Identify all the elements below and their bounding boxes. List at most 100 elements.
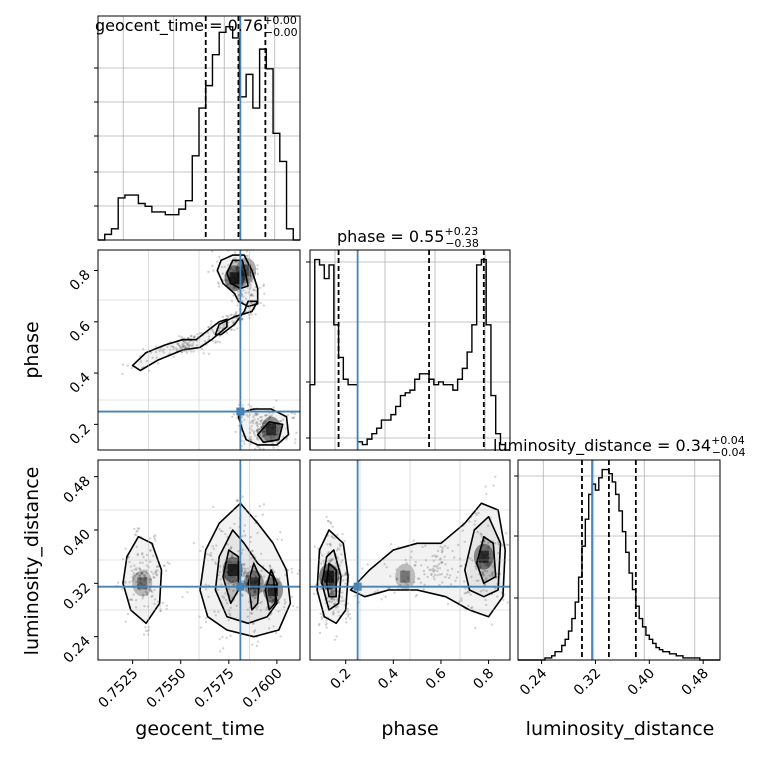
sample-point (322, 559, 325, 563)
sample-point (225, 601, 229, 605)
sample-point (141, 595, 145, 598)
sample-point (461, 529, 465, 532)
panel-frame (309, 459, 511, 661)
xtick-luminosity-distance: 0.32 (571, 666, 604, 699)
truth-marker (353, 582, 362, 591)
ytick-phase: 0.4 (67, 370, 94, 397)
sample-point (335, 549, 339, 552)
sample-point (256, 605, 259, 608)
sample-point (166, 345, 169, 349)
sample-point (443, 544, 447, 548)
sample-point (332, 613, 335, 616)
sample-point (235, 269, 238, 272)
sample-point (134, 598, 138, 602)
sample-point (145, 359, 149, 363)
sample-point (246, 571, 249, 575)
sample-point (186, 591, 189, 594)
sample-point (441, 561, 444, 564)
sample-point (204, 620, 208, 624)
sample-point (130, 569, 134, 573)
sample-point (256, 431, 259, 434)
sample-point (234, 312, 238, 315)
sample-point (184, 346, 187, 349)
sample-point (254, 313, 257, 316)
sample-point (135, 572, 138, 576)
sample-point (133, 533, 137, 536)
sample-point (263, 421, 267, 425)
sample-point (240, 420, 244, 424)
grid (98, 460, 300, 660)
sample-point (284, 600, 287, 604)
sample-point (234, 313, 237, 316)
sample-point (389, 575, 392, 578)
panel-frame (97, 15, 301, 241)
sample-point (199, 626, 202, 629)
sample-point (192, 336, 196, 339)
sample-point (244, 569, 247, 573)
sample-point (250, 294, 253, 297)
sample-point (250, 643, 254, 646)
sample-point (333, 590, 336, 593)
sample-point (164, 569, 168, 573)
sample-point (154, 350, 158, 354)
sample-point (133, 527, 136, 531)
sample-point (132, 574, 135, 577)
sample-point (433, 577, 436, 581)
sample-point (189, 343, 192, 346)
sample-point (220, 265, 224, 269)
sample-point (139, 578, 142, 581)
sample-point (481, 573, 484, 576)
sample-point (478, 566, 482, 570)
sample-point (185, 341, 188, 345)
sample-point (144, 575, 147, 579)
sample-point (165, 607, 168, 611)
sample-point (183, 341, 187, 344)
sample-point (492, 484, 495, 487)
sample-point (237, 293, 241, 296)
sample-point (219, 565, 222, 568)
title-geocent-param: geocent_time = 0.76+0.00 −0.00 (95, 14, 298, 39)
sample-point (269, 596, 273, 599)
sample-point (188, 345, 191, 348)
sample-point (337, 578, 340, 582)
sample-point (260, 589, 264, 593)
panel-frame (97, 249, 301, 451)
sample-point (494, 475, 497, 479)
sample-point (231, 415, 234, 419)
sample-point (252, 430, 256, 433)
sample-point (328, 543, 332, 546)
sample-point (243, 524, 247, 527)
sample-point (496, 551, 500, 555)
sample-point (249, 405, 253, 408)
sample-point (218, 527, 221, 531)
sample-point (336, 557, 339, 560)
sample-point (440, 561, 443, 564)
sample-point (276, 538, 279, 541)
sample-point (476, 530, 479, 534)
sample-point (488, 574, 491, 577)
sample-point (246, 574, 249, 578)
sample-point (250, 313, 253, 316)
sample-point (244, 278, 247, 282)
sample-point (200, 331, 204, 335)
sample-point (512, 547, 514, 549)
sample-point (331, 593, 334, 596)
sample-point (245, 582, 248, 585)
sample-point (328, 583, 331, 586)
sample-point (207, 352, 211, 356)
sample-point (263, 430, 266, 433)
sample-point (156, 565, 159, 568)
sample-point (484, 603, 488, 607)
histogram-step (518, 468, 720, 661)
sample-point (147, 628, 151, 631)
sample-point (250, 420, 254, 423)
scatter-phase-vs-geocent (97, 249, 301, 451)
sample-point (256, 412, 259, 416)
sample-point (330, 587, 333, 591)
sample-point (154, 539, 157, 542)
sample-point (330, 591, 333, 595)
sample-point (250, 280, 254, 283)
sample-point (217, 281, 220, 284)
hist-phase (306, 249, 511, 451)
